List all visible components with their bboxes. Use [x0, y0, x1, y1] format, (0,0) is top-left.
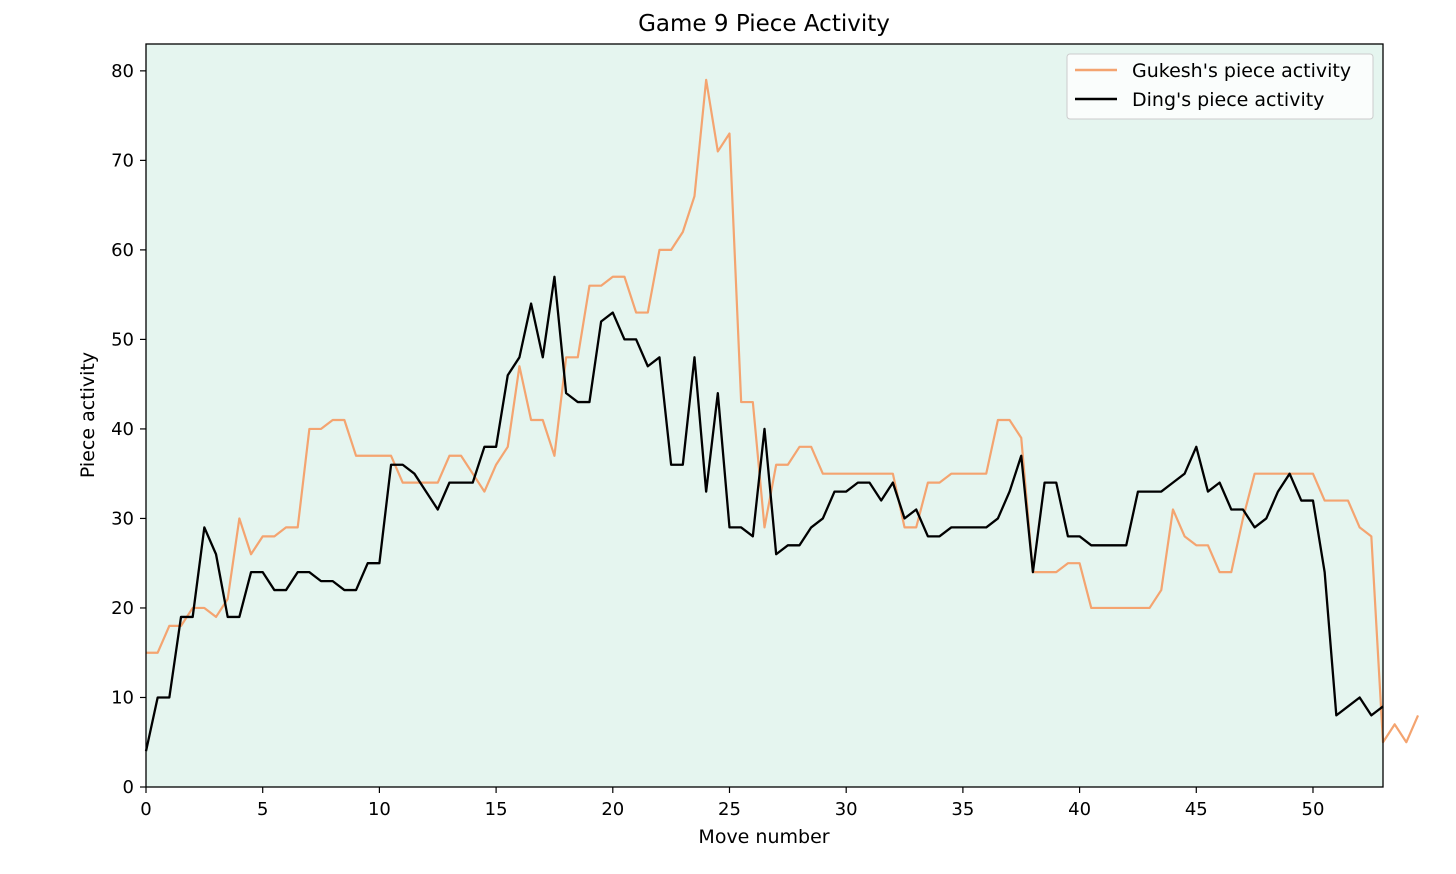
x-tick-label: 5 [257, 799, 268, 820]
x-tick-label: 0 [140, 799, 151, 820]
x-axis: 0 5 10 15 20 25 30 35 40 45 50 [140, 787, 1324, 820]
y-tick-label: 70 [111, 150, 134, 171]
x-tick-label: 45 [1185, 799, 1208, 820]
chart-title: Game 9 Piece Activity [638, 11, 890, 37]
y-tick-label: 80 [111, 61, 134, 82]
plot-frame [145, 43, 1384, 788]
x-tick-label: 35 [951, 799, 974, 820]
x-tick-label: 25 [718, 799, 741, 820]
y-tick-label: 60 [111, 240, 134, 261]
x-tick-label: 15 [485, 799, 508, 820]
legend-label-ding: Ding's piece activity [1132, 89, 1324, 111]
series-layer [144, 78, 1420, 752]
x-tick-label: 40 [1068, 799, 1091, 820]
x-tick-label: 20 [601, 799, 624, 820]
y-axis-label: Piece activity [77, 352, 99, 478]
series-line-ding-s-piece-activity [144, 275, 1384, 752]
y-tick-label: 50 [111, 329, 134, 350]
x-tick-label: 30 [835, 799, 858, 820]
series-line-gukesh-s-piece-activity [146, 78, 1420, 744]
y-tick-label: 10 [111, 687, 134, 708]
legend-label-gukesh: Gukesh's piece activity [1132, 60, 1351, 82]
x-tick-label: 50 [1302, 799, 1325, 820]
y-tick-label: 20 [111, 598, 134, 619]
y-tick-label: 30 [111, 508, 134, 529]
plot-area [146, 44, 1383, 787]
y-axis: 0 10 20 30 40 50 60 70 80 [111, 61, 146, 798]
legend: Gukesh's piece activity Ding's piece act… [1066, 53, 1374, 120]
y-tick-label: 0 [123, 777, 134, 798]
legend-box [1066, 53, 1374, 120]
x-tick-label: 10 [368, 799, 391, 820]
y-tick-label: 40 [111, 419, 134, 440]
x-axis-label: Move number [698, 826, 829, 848]
